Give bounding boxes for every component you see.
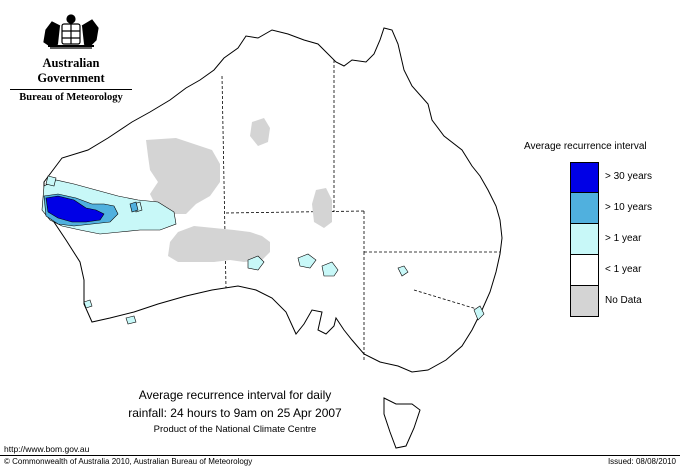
caption-line-2: rainfall: 24 hours to 9am on 25 Apr 2007 bbox=[128, 406, 342, 420]
legend-label: No Data bbox=[605, 295, 642, 306]
legend-label: < 1 year bbox=[605, 264, 642, 275]
caption-line-1: Average recurrence interval for daily bbox=[138, 388, 332, 402]
footer-bar: © Commonwealth of Australia 2010, Austra… bbox=[0, 455, 680, 468]
legend-swatch bbox=[570, 255, 599, 286]
tasmania-outline bbox=[383, 397, 421, 449]
legend-swatch bbox=[570, 162, 599, 193]
logo-divider bbox=[10, 89, 132, 90]
legend-label: > 10 years bbox=[605, 202, 652, 213]
caption-credit: Product of the National Climate Centre bbox=[153, 424, 317, 435]
government-logo: Australian Government Bureau of Meteorol… bbox=[8, 10, 134, 103]
legend-title: Average recurrence interval bbox=[524, 141, 647, 152]
government-name: Australian Government bbox=[37, 56, 105, 85]
website-url: http://www.bom.gov.au bbox=[4, 444, 90, 454]
map-caption: Average recurrence interval for daily ra… bbox=[95, 388, 375, 435]
issued-date: Issued: 08/08/2010 bbox=[607, 457, 676, 466]
legend-swatch bbox=[570, 224, 599, 255]
legend-label: > 30 years bbox=[605, 171, 652, 182]
legend-swatch bbox=[570, 286, 599, 317]
legend-label: > 1 year bbox=[605, 233, 642, 244]
agency-name: Bureau of Meteorology bbox=[19, 92, 123, 103]
no-data-regions bbox=[146, 118, 332, 262]
over-30-years-regions bbox=[45, 195, 105, 223]
coat-of-arms-icon bbox=[43, 14, 99, 49]
legend-swatch bbox=[570, 193, 599, 224]
copyright-notice: © Commonwealth of Australia 2010, Austra… bbox=[4, 457, 253, 466]
mainland-outline bbox=[43, 27, 503, 373]
map-legend: Average recurrence interval > 30 years >… bbox=[520, 141, 670, 317]
